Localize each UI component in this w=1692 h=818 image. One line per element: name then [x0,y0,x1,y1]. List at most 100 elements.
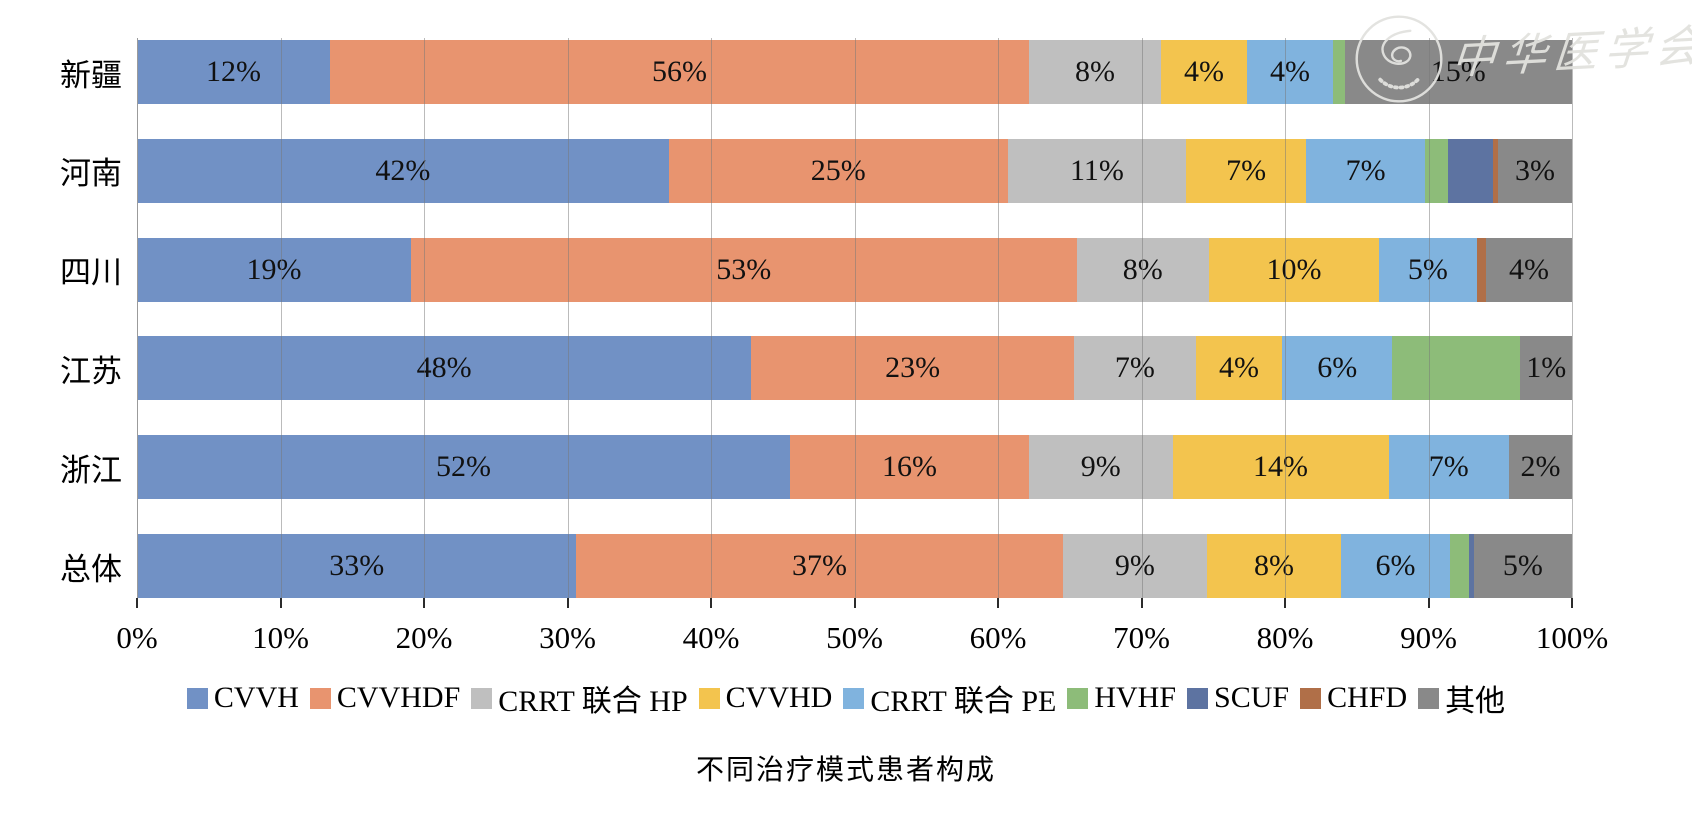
gridline [567,38,569,598]
legend-item-SCUF: SCUF [1187,681,1289,715]
segment-value-label: 8% [1122,252,1163,286]
x-axis-label: 0% [116,620,158,655]
legend-swatch-icon [1418,687,1440,709]
segment-value-label: 16% [882,450,937,484]
legend-item-CRRT 联合 HP: CRRT 联合 HP [471,676,688,720]
bar-segment-其他: 5% [1473,534,1572,598]
segment-value-label: 4% [1219,351,1259,385]
segment-value-label: 25% [810,153,866,187]
segment-value-label: 6% [1375,549,1416,582]
bar-segment-CRRT 联合 HP: 11% [1007,138,1187,203]
legend-label: 其他 [1445,685,1506,718]
segment-value-label: 7% [1114,351,1155,385]
bar-segment-CRRT 联合 PE: 7% [1388,435,1509,500]
bar-segment-CVVHDF: 53% [410,237,1077,302]
legend-item-CVVH: CVVH [186,681,299,715]
x-axis-tick [1571,598,1573,608]
legend-swatch-icon [1067,687,1089,709]
segment-value-label: 4% [1508,252,1549,286]
legend-label: CRRT 联合 PE [870,685,1057,718]
bar-segment-CVVHD: 14% [1172,435,1389,500]
bar-segment-CVVH: 42% [137,138,669,203]
gridline [998,38,999,598]
bar-segment-其他: 4% [1485,237,1572,302]
bar-segment-CRRT 联合 PE: 6% [1282,336,1393,401]
bar-segment-CVVHD: 4% [1161,40,1247,104]
legend-swatch-icon [186,687,208,709]
gridline [711,38,712,598]
x-axis-label: 30% [539,620,596,655]
legend-swatch-icon [1187,687,1209,709]
x-axis-label: 100% [1535,620,1609,655]
x-axis-tick [997,598,999,608]
legend: CVVH CVVHDF CRRT 联合 HP CVVHD CRRT 联合 PE HVHF S… [0,676,1692,720]
bar-segment-CRRT 联合 PE: 6% [1340,534,1451,598]
category-label: 江苏 [60,353,122,389]
x-axis-tick [1140,598,1143,608]
plot-area: 12% 56% 8% 4% 4% 15% 42% 25% 11% 7% 7% 3% 19% 53% 8% 10… [137,38,1573,598]
x-axis-tick [1284,598,1286,608]
bar-segment-其他: 3% [1497,138,1573,203]
x-axis-tick [136,598,138,608]
legend-item-HVHF: HVHF [1067,681,1176,715]
gridline [1141,38,1143,598]
gridline [424,38,425,598]
bar-segment-CVVHDF: 23% [751,336,1075,401]
legend-label: CVVHD [725,681,833,714]
segment-value-label: 56% [652,55,707,88]
segment-value-label: 12% [206,55,261,88]
segment-value-label: 1% [1526,351,1567,385]
segment-value-label: 9% [1114,549,1155,582]
segment-value-label: 53% [716,252,772,286]
legend-label: SCUF [1214,681,1290,714]
bar-segment-HVHF [1333,40,1345,104]
bar-segment-CVVHDF: 37% [576,534,1063,598]
bar-row: 19% 53% 8% 10% 5% 4% [137,237,1572,302]
x-axis-label: 40% [682,620,740,655]
bar-segment-其他: 15% [1344,40,1572,104]
segment-value-label: 37% [791,549,847,582]
bar-segment-其他: 2% [1509,435,1572,500]
legend-label: CRRT 联合 HP [498,685,688,718]
x-axis-tick [710,598,712,608]
bar-segment-CVVHDF: 16% [790,435,1029,500]
segment-value-label: 8% [1253,549,1294,582]
segment-value-label: 48% [416,351,472,385]
x-axis-label: 90% [1400,620,1457,655]
segment-value-label: 2% [1520,450,1561,484]
legend-item-CVVHD: CVVHD [698,681,833,715]
bar-segment-CVVH: 33% [137,534,577,598]
x-axis-tick [853,598,856,608]
category-label: 四川 [60,255,122,291]
bar-segment-HVHF [1425,138,1448,203]
legend-label: CHFD [1327,681,1408,714]
segment-value-label: 14% [1253,450,1308,484]
y-axis-line [137,38,138,598]
bar-segment-CVVH: 19% [137,237,411,302]
category-label: 浙江 [60,452,122,488]
chart-title: 不同治疗模式患者构成 [695,755,996,786]
gridline [1428,38,1430,598]
x-axis-tick [1427,598,1430,608]
bar-segment-CRRT 联合 PE: 7% [1305,138,1426,203]
segment-value-label: 7% [1428,450,1469,484]
segment-value-label: 52% [436,450,491,484]
x-axis-label: 10% [252,620,309,655]
category-label: 河南 [60,156,122,192]
bar-segment-HVHF [1392,336,1521,401]
bar-segment-CVVHDF: 25% [668,138,1008,203]
legend-swatch-icon [1300,687,1322,709]
bar-segment-CVVHD: 4% [1195,336,1283,401]
x-axis-tick [279,598,282,608]
x-axis-label: 50% [826,620,883,655]
bar-row: 33% 37% 9% 8% 6% 5% [137,534,1572,598]
gridline [854,38,856,598]
x-axis-label: 70% [1113,620,1170,655]
segment-value-label: 4% [1270,55,1310,88]
category-label: 新疆 [60,57,122,93]
bar-row: 52% 16% 9% 14% 7% 2% [137,435,1572,500]
bar-segment-CVVHD: 7% [1186,138,1306,203]
segment-value-label: 4% [1184,55,1224,88]
segment-value-label: 7% [1345,153,1386,187]
legend-swatch-icon [698,687,720,709]
